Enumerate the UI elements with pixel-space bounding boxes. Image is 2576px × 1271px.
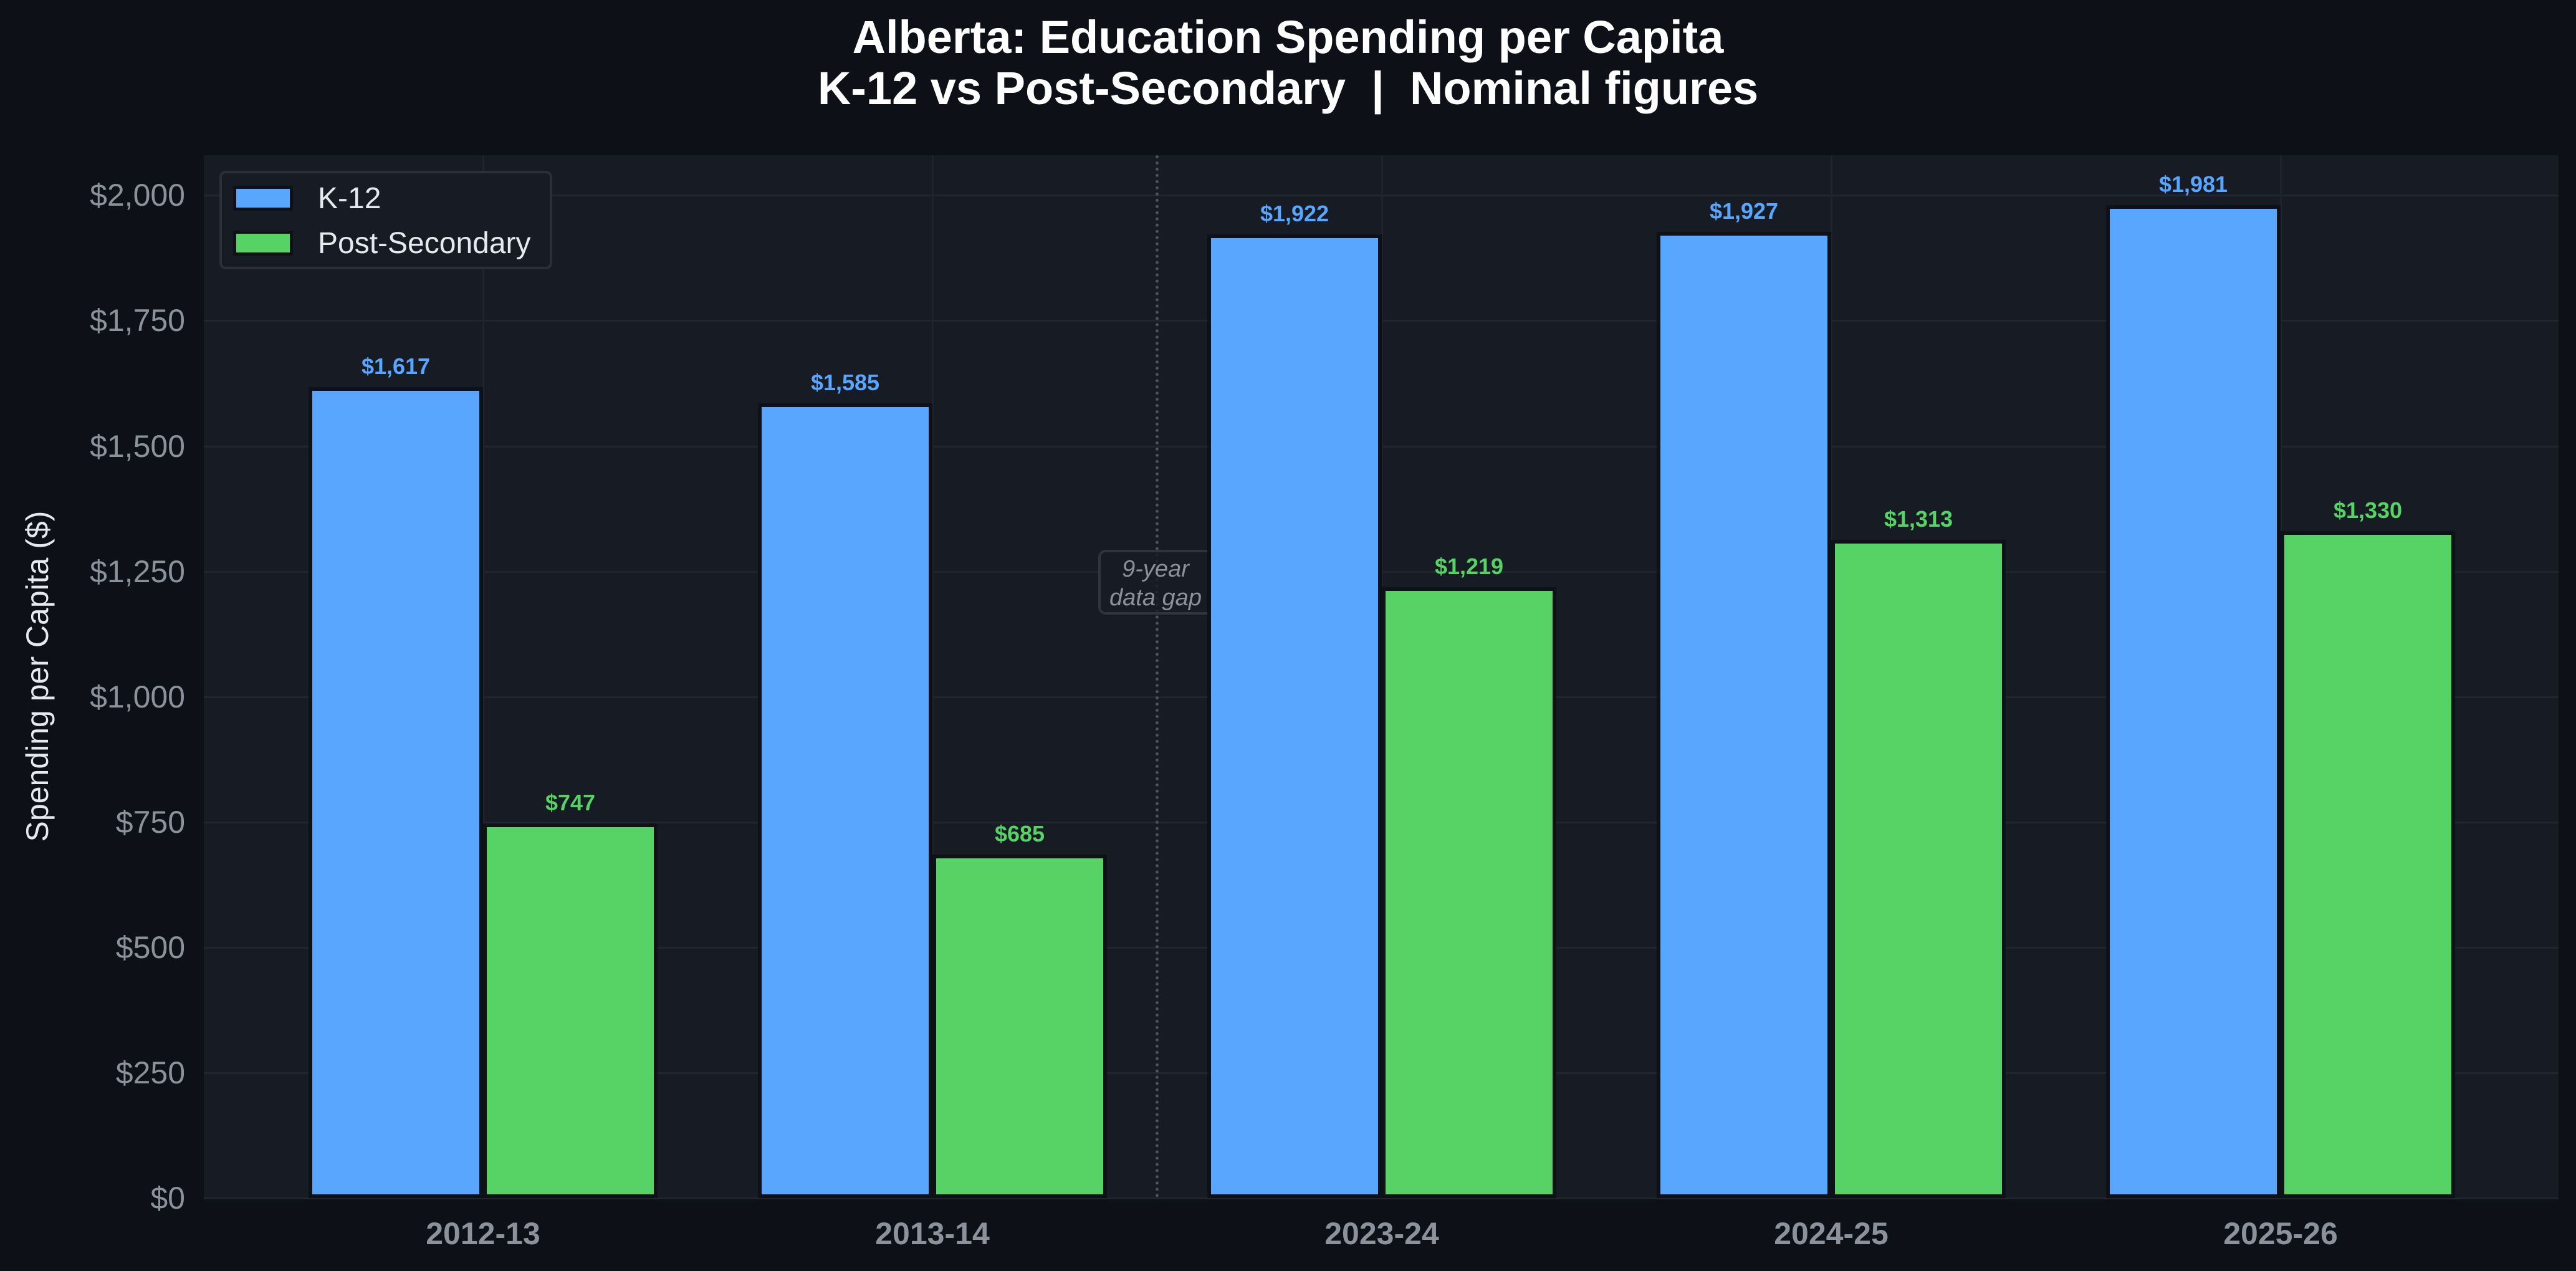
y-tick-label: $1,000 <box>90 679 185 714</box>
x-tick-label: 2013-14 <box>875 1216 990 1251</box>
legend-label-post-secondary: Post-Secondary <box>318 226 531 260</box>
data-gap-divider <box>1156 155 1159 1198</box>
legend-item-k12: K-12 <box>233 182 381 215</box>
bar-value-label: $747 <box>545 790 596 816</box>
x-tick-label: 2025-26 <box>2223 1216 2338 1251</box>
bar-value-label: $1,617 <box>361 353 431 380</box>
x-tick-label: 2012-13 <box>426 1216 540 1251</box>
y-tick-label: $1,500 <box>90 428 185 464</box>
y-tick-label: $1,750 <box>90 303 185 338</box>
legend-swatch-k12 <box>233 186 293 211</box>
annotation-line2: data gap <box>1109 585 1202 611</box>
bar-k12 <box>309 387 483 1198</box>
bar-post-secondary <box>1831 539 2006 1198</box>
gridline-vertical <box>482 155 484 1198</box>
bar-value-label: $1,330 <box>2333 497 2403 524</box>
legend-item-post-secondary: Post-Secondary <box>233 227 531 260</box>
bar-value-label: $1,922 <box>1260 201 1329 227</box>
bar-post-secondary <box>2281 531 2455 1198</box>
y-tick-label: $750 <box>115 804 185 840</box>
x-tick-label: 2024-25 <box>1774 1216 1889 1251</box>
annotation-line1: 9-year <box>1122 556 1189 582</box>
bar-post-secondary <box>932 855 1107 1198</box>
bar-post-secondary <box>483 823 658 1198</box>
gridline-vertical <box>932 155 934 1198</box>
y-tick-label: $1,250 <box>90 554 185 589</box>
y-tick-label: $0 <box>150 1181 185 1216</box>
bar-value-label: $1,981 <box>2158 171 2228 197</box>
x-tick-label: 2023-24 <box>1324 1216 1439 1251</box>
chart-title-line1: Alberta: Education Spending per Capita <box>852 11 1724 63</box>
bar-k12 <box>1657 232 1831 1198</box>
y-tick-label: $500 <box>115 929 185 965</box>
chart-title-line2: K-12 vs Post-Secondary | Nominal figures <box>817 62 1759 114</box>
legend: K-12 Post-Secondary <box>219 171 552 269</box>
bar-value-label: $1,585 <box>810 370 880 396</box>
bar-value-label: $1,219 <box>1434 553 1504 579</box>
y-axis-label: Spending per Capita ($) <box>20 511 55 842</box>
legend-label-k12: K-12 <box>318 181 381 215</box>
data-gap-annotation: 9-year data gap <box>1098 550 1213 615</box>
legend-swatch-post-secondary <box>233 231 293 256</box>
bar-value-label: $1,927 <box>1709 198 1779 224</box>
bar-k12 <box>2106 204 2281 1198</box>
gridline-horizontal <box>204 1197 2559 1199</box>
bar-value-label: $1,313 <box>1884 506 1953 532</box>
y-tick-label: $250 <box>115 1055 185 1090</box>
bar-value-label: $685 <box>994 821 1045 847</box>
bar-k12 <box>758 403 932 1198</box>
y-tick-label: $2,000 <box>90 178 185 213</box>
bar-post-secondary <box>1382 587 1556 1198</box>
bar-k12 <box>1207 234 1382 1198</box>
